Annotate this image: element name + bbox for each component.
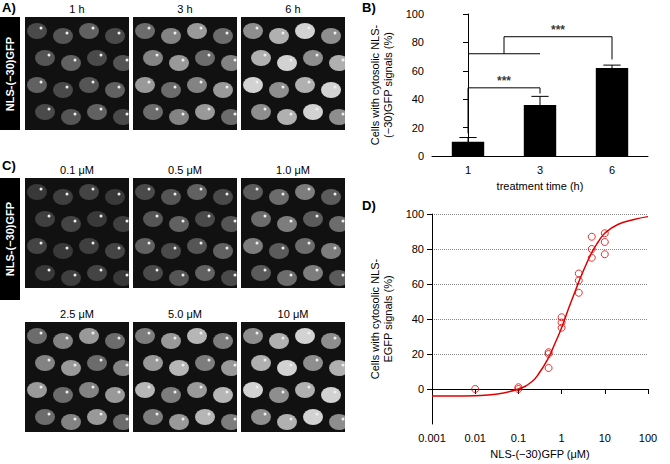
html-text:NLS-(−30)GFP: NLS-(−30)GFP [4,201,16,277]
svg-text:20: 20 [412,348,424,360]
svg-text:0: 0 [418,150,424,162]
html-text:1 h: 1 h [69,3,85,15]
svg-text:***: *** [551,23,565,37]
svg-text:60: 60 [412,278,424,290]
html-text:C): C) [2,158,16,173]
svg-text:1: 1 [465,164,471,176]
html-text:10 μM: 10 μM [277,308,309,320]
svg-text:Cells with cytosolic NLS-: Cells with cytosolic NLS- [369,24,381,145]
html-text:1.0 μM: 1.0 μM [276,164,310,176]
html-text:0.1 μM: 0.1 μM [60,164,94,176]
html-text:0.5 μM: 0.5 μM [168,164,202,176]
html-text:2.5 μM: 2.5 μM [60,308,94,320]
svg-text:EGFP signals (%): EGFP signals (%) [382,275,394,362]
html-text:3 h: 3 h [177,3,193,15]
svg-text:0.1: 0.1 [511,432,526,444]
svg-text:***: *** [497,74,511,88]
svg-text:(−30)GFP signals (%): (−30)GFP signals (%) [382,32,394,138]
html-text:5.0 μM: 5.0 μM [168,308,202,320]
html-text:6 h: 6 h [285,3,301,15]
svg-text:0.001: 0.001 [418,432,446,444]
svg-text:Cells with cytosolic NLS-: Cells with cytosolic NLS- [369,258,381,379]
svg-text:20: 20 [412,122,424,134]
svg-text:0.01: 0.01 [464,432,485,444]
svg-text:100: 100 [406,8,424,20]
svg-text:NLS-(−30)GFP (μM): NLS-(−30)GFP (μM) [490,448,589,460]
svg-text:40: 40 [412,93,424,105]
svg-text:treatment time (h): treatment time (h) [497,180,584,192]
svg-text:40: 40 [412,313,424,325]
html-text:B): B) [362,0,376,15]
html-text:NLS-(−30)GFP: NLS-(−30)GFP [4,36,16,111]
svg-text:60: 60 [412,65,424,77]
svg-text:6: 6 [609,164,615,176]
svg-text:80: 80 [412,243,424,255]
html-text:D): D) [362,198,376,213]
svg-text:100: 100 [639,432,657,444]
html-text:A): A) [2,0,16,15]
svg-text:80: 80 [412,36,424,48]
svg-text:100: 100 [406,208,424,220]
svg-text:10: 10 [599,432,611,444]
svg-text:0: 0 [418,383,424,395]
svg-text:1: 1 [559,432,565,444]
svg-text:3: 3 [537,164,543,176]
